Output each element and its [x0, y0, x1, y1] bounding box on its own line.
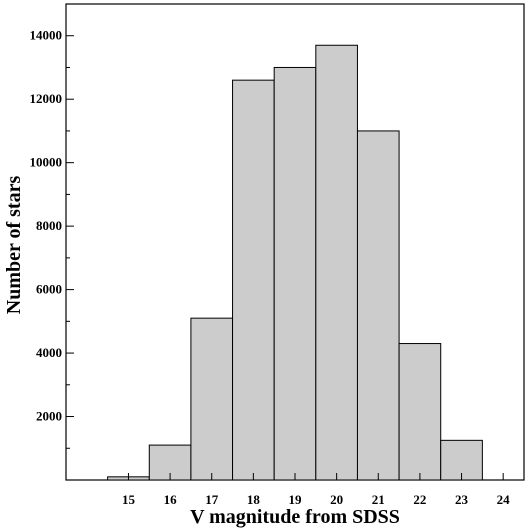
histogram-bar-7: [398, 343, 442, 481]
x-axis-ticks: [127, 473, 504, 480]
y-axis-title: Number of stars: [3, 176, 25, 315]
histogram-bar-3: [232, 79, 275, 481]
bars-group: [107, 44, 483, 481]
x-tick-label: 22: [413, 492, 426, 507]
x-tick-label: 21: [372, 492, 385, 507]
x-axis-tick-labels: 15 16 17 18 19 20 21 22 23 24: [122, 492, 510, 507]
y-tick-label: 14000: [30, 28, 63, 43]
y-tick-label: 4000: [36, 345, 62, 360]
x-axis-title: V magnitude from SDSS: [190, 506, 400, 528]
y-axis-tick-labels: 2000 4000 6000 8000 10000 12000 14000: [30, 28, 63, 424]
histogram-bar-2: [190, 317, 234, 481]
y-tick-label: 12000: [30, 91, 63, 106]
x-tick-label: 15: [122, 492, 136, 507]
x-tick-label: 16: [164, 492, 178, 507]
x-tick-label: 20: [330, 492, 343, 507]
histogram-bar-5: [315, 44, 358, 481]
y-tick-label: 10000: [30, 155, 63, 170]
y-axis-ticks: [66, 35, 74, 449]
x-tick-label: 19: [289, 492, 303, 507]
x-tick-label: 23: [455, 492, 469, 507]
y-tick-label: 6000: [36, 282, 62, 297]
x-tick-label: 24: [497, 492, 511, 507]
x-tick-label: 18: [247, 492, 261, 507]
y-tick-label: 8000: [36, 218, 62, 233]
x-tick-label: 17: [205, 492, 219, 507]
histogram-bar-4: [273, 66, 317, 481]
histogram-bar-6: [356, 130, 400, 481]
y-tick-label: 2000: [36, 409, 62, 424]
